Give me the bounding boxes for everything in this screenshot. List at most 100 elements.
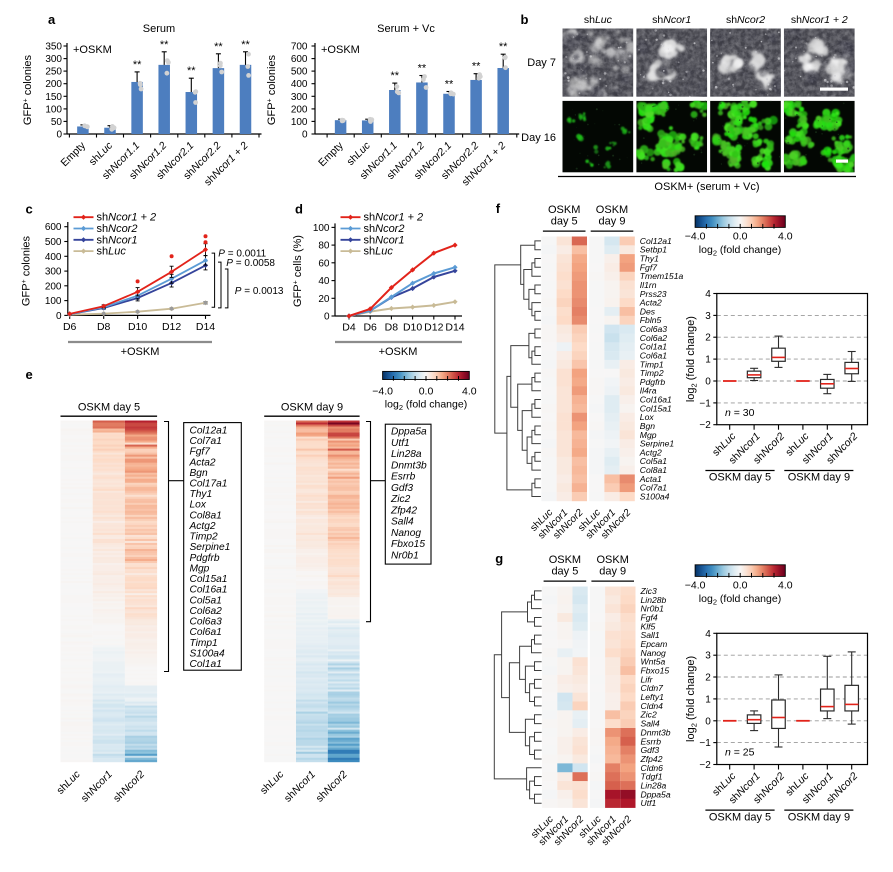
- svg-text:D4: D4: [342, 322, 356, 334]
- svg-text:0.0: 0.0: [733, 579, 748, 591]
- svg-text:GFP+ cells (%): GFP+ cells (%): [292, 235, 304, 307]
- svg-text:+OSKM: +OSKM: [379, 346, 418, 358]
- svg-text:Nanog: Nanog: [391, 528, 421, 539]
- svg-text:D8: D8: [97, 321, 111, 333]
- svg-text:Fbxo15: Fbxo15: [641, 666, 670, 676]
- svg-text:Col6a3: Col6a3: [190, 617, 223, 628]
- svg-text:200: 200: [45, 79, 62, 90]
- svg-text:300: 300: [291, 92, 308, 103]
- svg-text:−2: −2: [699, 420, 711, 431]
- svg-text:−4.0: −4.0: [685, 579, 706, 591]
- svg-text:150: 150: [45, 92, 62, 103]
- svg-text:−4.0: −4.0: [372, 386, 393, 398]
- svg-text:OSKM day 9: OSKM day 9: [788, 811, 850, 823]
- svg-text:Nr0b1: Nr0b1: [641, 604, 665, 614]
- svg-text:Col15a1: Col15a1: [640, 403, 672, 413]
- svg-text:Cldn7: Cldn7: [641, 683, 665, 693]
- svg-text:OSKM: OSKM: [548, 204, 580, 216]
- svg-text:shLuc: shLuc: [364, 246, 394, 258]
- svg-text:600: 600: [291, 54, 308, 65]
- svg-text:Acta2: Acta2: [189, 457, 216, 468]
- svg-text:**: **: [160, 39, 169, 51]
- svg-text:D12: D12: [162, 321, 181, 333]
- svg-text:Lox: Lox: [640, 412, 655, 422]
- svg-text:Lin28a: Lin28a: [641, 781, 667, 791]
- svg-text:250: 250: [45, 67, 62, 78]
- svg-text:P = 0.0013: P = 0.0013: [235, 286, 284, 297]
- svg-text:Timp2: Timp2: [640, 368, 664, 378]
- svg-text:day 5: day 5: [551, 566, 578, 578]
- svg-text:Serpine1: Serpine1: [190, 542, 231, 553]
- svg-text:D12: D12: [424, 322, 443, 334]
- svg-text:Col16a1: Col16a1: [190, 585, 228, 596]
- svg-text:400: 400: [291, 79, 308, 90]
- svg-text:Dnmt3b: Dnmt3b: [391, 460, 427, 471]
- svg-text:shNcor1 + 2: shNcor1 + 2: [97, 212, 157, 224]
- svg-text:P = 0.0011: P = 0.0011: [218, 249, 266, 260]
- svg-text:shNcor2: shNcor2: [314, 768, 350, 804]
- svg-text:**: **: [241, 39, 250, 51]
- svg-text:Il1rn: Il1rn: [640, 280, 657, 290]
- svg-text:c: c: [26, 202, 33, 217]
- svg-text:Timp2: Timp2: [190, 532, 219, 543]
- svg-text:3: 3: [705, 651, 711, 662]
- svg-text:300: 300: [45, 267, 62, 278]
- svg-text:−1: −1: [699, 738, 711, 749]
- svg-text:shNcor2: shNcor2: [364, 223, 405, 235]
- svg-text:50: 50: [51, 117, 63, 128]
- svg-text:Actg2: Actg2: [189, 521, 216, 532]
- svg-text:Nr0b1: Nr0b1: [391, 550, 419, 561]
- svg-text:S100a4: S100a4: [640, 492, 670, 502]
- svg-text:OSKM: OSKM: [549, 554, 581, 566]
- svg-text:700: 700: [291, 42, 308, 53]
- svg-text:600: 600: [45, 222, 62, 233]
- svg-text:**: **: [187, 65, 196, 77]
- svg-text:Bgn: Bgn: [640, 421, 656, 431]
- svg-text:**: **: [418, 63, 427, 75]
- svg-text:Mgp: Mgp: [640, 430, 657, 440]
- svg-text:a: a: [48, 12, 56, 27]
- svg-text:shLuc: shLuc: [97, 246, 127, 258]
- svg-text:Serum: Serum: [143, 23, 175, 35]
- svg-text:Actg2: Actg2: [639, 447, 662, 457]
- svg-text:Sall4: Sall4: [391, 517, 414, 528]
- svg-text:day 9: day 9: [599, 566, 626, 578]
- svg-text:350: 350: [45, 42, 62, 53]
- svg-text:Col16a1: Col16a1: [640, 395, 672, 405]
- svg-text:Wnt5a: Wnt5a: [641, 657, 666, 667]
- svg-text:Lox: Lox: [190, 500, 207, 511]
- svg-text:Col1a1: Col1a1: [640, 342, 667, 352]
- svg-text:day 5: day 5: [551, 216, 578, 228]
- svg-text:−4.0: −4.0: [685, 230, 706, 242]
- svg-text:Timp1: Timp1: [640, 359, 664, 369]
- svg-text:500: 500: [291, 67, 308, 78]
- svg-text:**: **: [445, 79, 454, 91]
- svg-text:Col6a2: Col6a2: [190, 606, 223, 617]
- svg-text:4.0: 4.0: [462, 386, 477, 398]
- svg-text:Dppa5a: Dppa5a: [391, 427, 427, 438]
- svg-text:Sall1: Sall1: [641, 630, 660, 640]
- svg-text:shNcor1: shNcor1: [97, 234, 138, 246]
- svg-text:Esrrb: Esrrb: [641, 736, 662, 746]
- svg-text:D8: D8: [385, 322, 399, 334]
- svg-text:Lifr: Lifr: [641, 674, 654, 684]
- svg-text:GFP+ colonies: GFP+ colonies: [22, 54, 34, 125]
- svg-text:4: 4: [705, 629, 711, 640]
- svg-text:Col8a1: Col8a1: [640, 465, 667, 475]
- svg-text:20: 20: [318, 294, 330, 305]
- svg-text:GFP+ colonies: GFP+ colonies: [266, 54, 278, 125]
- svg-text:40: 40: [318, 276, 330, 287]
- svg-text:D14: D14: [445, 322, 464, 334]
- svg-text:D6: D6: [63, 321, 77, 333]
- svg-text:+OSKM: +OSKM: [73, 44, 112, 56]
- svg-text:Lefty1: Lefty1: [641, 692, 665, 702]
- svg-text:D6: D6: [363, 322, 377, 334]
- svg-text:4: 4: [705, 289, 711, 300]
- svg-text:2: 2: [705, 333, 711, 344]
- svg-text:Col17a1: Col17a1: [190, 479, 228, 490]
- svg-text:0: 0: [56, 130, 62, 141]
- svg-text:Thy1: Thy1: [640, 254, 659, 264]
- svg-text:**: **: [214, 41, 223, 53]
- svg-text:0: 0: [56, 311, 62, 322]
- svg-text:80: 80: [318, 241, 330, 252]
